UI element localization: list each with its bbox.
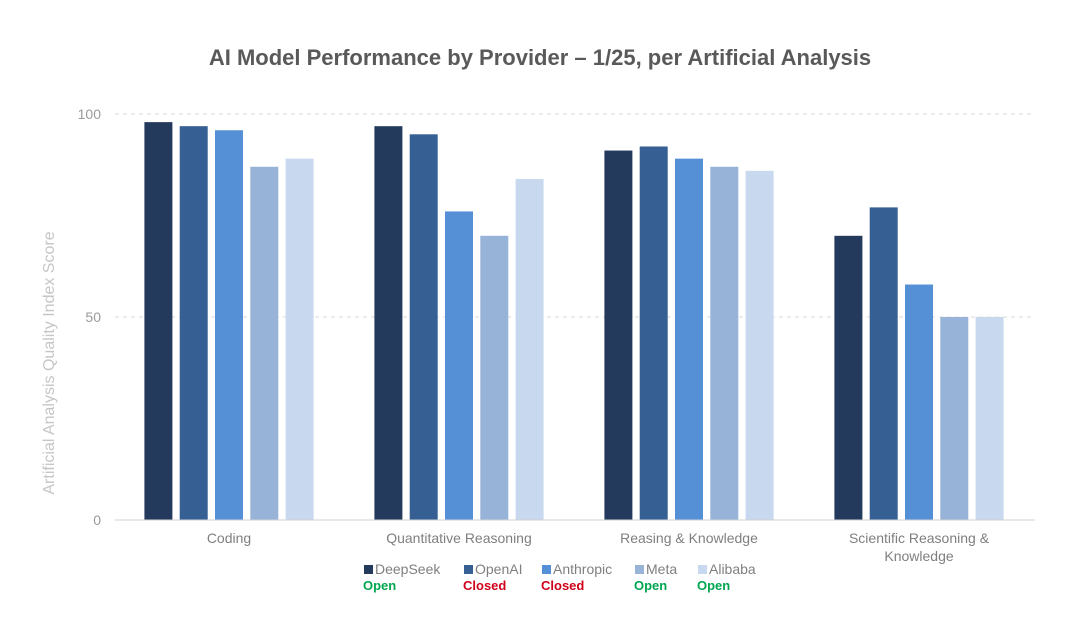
chart-title: AI Model Performance by Provider – 1/25,… (209, 45, 871, 70)
bar-anthropic-2 (675, 158, 703, 520)
legend-label-anthropic: Anthropic (553, 561, 612, 577)
legend-status-deepseek: Open (363, 578, 396, 593)
legend: DeepSeekOpenOpenAIClosedAnthropicClosedM… (363, 561, 756, 593)
legend-status-openai: Closed (463, 578, 506, 593)
bar-meta-2 (710, 166, 739, 520)
legend-label-openai: OpenAI (475, 561, 522, 577)
legend-swatch-openai (464, 565, 473, 574)
bar-deepseek-2 (604, 150, 633, 521)
legend-status-anthropic: Closed (541, 578, 584, 593)
y-tick-label: 50 (85, 309, 101, 325)
x-tick-label: Scientific Reasoning & (849, 530, 990, 546)
legend-swatch-anthropic (542, 565, 551, 574)
bar-alibaba-1 (515, 178, 544, 520)
x-tick-label: Knowledge (884, 548, 953, 564)
legend-label-deepseek: DeepSeek (375, 561, 441, 577)
bar-deepseek-1 (374, 126, 403, 521)
legend-status-alibaba: Open (697, 578, 730, 593)
legend-status-meta: Open (634, 578, 667, 593)
bar-anthropic-0 (215, 130, 243, 521)
bar-openai-2 (639, 146, 668, 521)
x-tick-label: Coding (207, 530, 251, 546)
legend-label-meta: Meta (646, 561, 677, 577)
bar-anthropic-1 (445, 211, 473, 520)
legend-swatch-alibaba (698, 565, 707, 574)
bar-openai-3 (869, 207, 898, 520)
x-tick-label: Quantitative Reasoning (386, 530, 532, 546)
bar-meta-1 (480, 235, 509, 521)
y-axis-ticks: 0 50 100 (78, 106, 102, 528)
bar-openai-0 (179, 126, 208, 521)
legend-swatch-meta (635, 565, 644, 574)
bar-anthropic-3 (905, 284, 933, 520)
bar-deepseek-0 (144, 122, 173, 521)
bars (144, 122, 1004, 521)
y-tick-label: 0 (93, 512, 101, 528)
bar-deepseek-3 (834, 235, 863, 521)
legend-label-alibaba: Alibaba (709, 561, 756, 577)
bar-alibaba-2 (745, 170, 774, 520)
x-axis-ticks: Coding Quantitative Reasoning Reasing & Kn… (207, 530, 990, 564)
bar-alibaba-0 (285, 158, 314, 520)
y-axis-label: Artificial Analysis Quality Index Score (41, 231, 58, 494)
legend-swatch-deepseek (364, 565, 373, 574)
bar-alibaba-3 (975, 317, 1004, 520)
y-tick-label: 100 (78, 106, 102, 122)
bar-meta-3 (940, 317, 969, 520)
bar-meta-0 (250, 166, 279, 520)
bar-openai-1 (409, 134, 438, 521)
x-tick-label: Reasing & Knowledge (620, 530, 758, 546)
